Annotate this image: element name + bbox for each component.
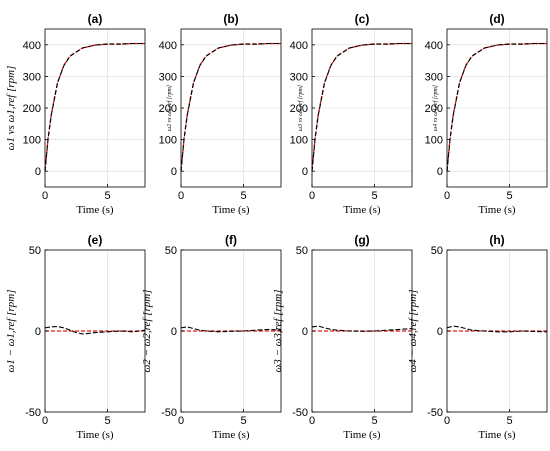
x-axis-label: Time (s): [343, 204, 381, 216]
y-tick-label: 0: [171, 326, 177, 338]
y-tick-label: 400: [425, 40, 443, 52]
y-tick-label: -50: [25, 407, 41, 419]
reference-line: [446, 42, 547, 172]
subplot-title: (a): [88, 12, 103, 26]
measured-line: [180, 326, 282, 333]
x-tick-label: 0: [42, 190, 48, 202]
y-tick-label: 200: [159, 103, 177, 115]
measured-line: [180, 42, 281, 172]
y-tick-label: 400: [23, 40, 41, 52]
x-tick-label: 0: [178, 415, 184, 427]
y-axis-label: ω3 vs ω3,ref [rpm]: [297, 84, 304, 131]
y-axis-label: ω1 vs ω1,ref [rpm]: [5, 66, 17, 151]
y-tick-label: 0: [35, 326, 41, 338]
x-tick-label: 0: [178, 190, 184, 202]
subplot-title: (d): [489, 12, 504, 26]
x-axis-label: Time (s): [478, 204, 516, 216]
subplot-title: (c): [355, 12, 370, 26]
y-axis-label: ω1 − ω1,ref [rpm]: [5, 289, 17, 372]
x-axis-label: Time (s): [212, 429, 250, 441]
y-tick-label: 200: [290, 103, 308, 115]
subplot-title: (e): [88, 233, 103, 247]
y-tick-label: 0: [171, 166, 177, 178]
y-axis-label: ω2 − ω2,ref [rpm]: [141, 289, 153, 372]
y-tick-label: 100: [290, 135, 308, 147]
y-tick-label: 0: [302, 166, 308, 178]
y-tick-label: -50: [427, 407, 443, 419]
y-tick-label: -50: [161, 407, 177, 419]
y-tick-label: 0: [35, 166, 41, 178]
x-tick-label: 0: [42, 415, 48, 427]
x-axis-label: Time (s): [76, 204, 114, 216]
subplot-title: (h): [489, 233, 504, 247]
x-tick-label: 5: [240, 190, 246, 202]
y-tick-label: 50: [431, 245, 443, 257]
x-tick-label: 5: [506, 190, 512, 202]
x-tick-label: 0: [309, 190, 315, 202]
y-tick-label: 0: [437, 166, 443, 178]
measured-line: [44, 325, 146, 335]
reference-line: [44, 42, 145, 172]
y-tick-label: 50: [296, 245, 308, 257]
x-tick-label: 0: [309, 415, 315, 427]
y-tick-label: 0: [302, 326, 308, 338]
y-tick-label: 50: [165, 245, 177, 257]
x-tick-label: 5: [104, 190, 110, 202]
reference-line: [180, 42, 281, 172]
y-tick-label: 300: [290, 71, 308, 83]
y-tick-label: 300: [425, 71, 443, 83]
y-tick-label: 0: [437, 326, 443, 338]
y-axis-label: ω2 vs ω2,ref [rpm]: [166, 84, 173, 131]
x-axis-label: Time (s): [343, 429, 381, 441]
measured-line: [311, 325, 413, 332]
x-tick-label: 5: [506, 415, 512, 427]
subplot-title: (f): [225, 233, 237, 247]
x-tick-label: 5: [104, 415, 110, 427]
x-tick-label: 0: [444, 415, 450, 427]
y-axis-label: ω3 − ω3,ref [rpm]: [272, 289, 284, 372]
x-axis-label: Time (s): [212, 204, 250, 216]
y-tick-label: 50: [29, 245, 41, 257]
y-tick-label: 300: [159, 71, 177, 83]
y-tick-label: 400: [159, 40, 177, 52]
y-tick-label: 100: [425, 135, 443, 147]
subplot-title: (g): [354, 233, 369, 247]
measured-line: [446, 42, 547, 172]
reference-line: [311, 42, 412, 172]
y-tick-label: 200: [23, 103, 41, 115]
y-tick-label: 200: [425, 103, 443, 115]
x-axis-label: Time (s): [76, 429, 114, 441]
y-tick-label: 300: [23, 71, 41, 83]
y-axis-label: ω4 − ω4,ref [rpm]: [407, 289, 419, 372]
y-tick-label: 400: [290, 40, 308, 52]
subplot-title: (b): [223, 12, 238, 26]
measured-line: [44, 42, 145, 172]
y-tick-label: 100: [23, 135, 41, 147]
y-tick-label: 100: [159, 135, 177, 147]
x-tick-label: 5: [371, 190, 377, 202]
y-tick-label: -50: [292, 407, 308, 419]
x-tick-label: 5: [240, 415, 246, 427]
x-tick-label: 5: [371, 415, 377, 427]
measured-line: [446, 325, 548, 333]
x-tick-label: 0: [444, 190, 450, 202]
measured-line: [311, 42, 412, 172]
y-axis-label: ω4 vs ω4,ref [rpm]: [432, 84, 439, 131]
x-axis-label: Time (s): [478, 429, 516, 441]
